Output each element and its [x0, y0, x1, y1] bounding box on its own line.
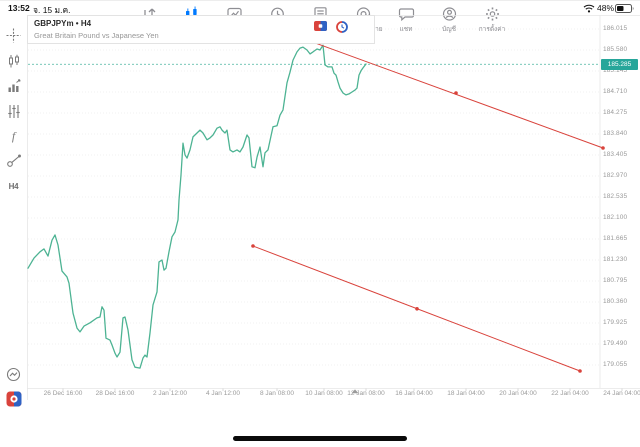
- price-axis-label: 183.405: [603, 151, 628, 158]
- date-axis-label: 20 Jan 04:00: [499, 390, 537, 397]
- battery-percent: 48%: [597, 3, 615, 13]
- quick-chart-icon[interactable]: [4, 366, 23, 382]
- price-axis-label: 186.015: [603, 25, 628, 32]
- crosshair-icon[interactable]: [4, 27, 23, 43]
- date-axis-label: 2 Jan 12:00: [153, 390, 187, 397]
- date-axis-label: 8 Jan 08:00: [260, 390, 294, 397]
- current-price-badge: 185.285: [601, 58, 638, 70]
- status-bar: 13:52 จ. 15 ม.ค. 48%: [0, 0, 640, 15]
- symbol-header-card[interactable]: GBPJPYm • H4 Great Britain Pound vs Japa…: [27, 15, 375, 44]
- app-logo-icon[interactable]: [4, 391, 23, 407]
- account-icon: [442, 7, 456, 21]
- price-axis-label: 180.360: [603, 298, 628, 305]
- chat-icon: [398, 8, 414, 22]
- chart-toolbar: f H4: [0, 15, 27, 407]
- price-axis-label: 179.925: [603, 319, 628, 326]
- price-axis-label: 184.275: [603, 109, 628, 116]
- price-axis-label: 182.535: [603, 193, 628, 200]
- price-axis-label: 180.795: [603, 277, 628, 284]
- symbol-description: Great Britain Pound vs Japanese Yen: [34, 31, 159, 40]
- price-axis-label: 185.580: [603, 46, 628, 53]
- home-indicator[interactable]: [233, 436, 407, 441]
- date-axis-label: 4 Jan 12:00: [206, 390, 240, 397]
- price-axis-label: 182.100: [603, 214, 628, 221]
- symbol-title: GBPJPYm • H4: [34, 19, 92, 28]
- battery-icon: [615, 3, 634, 13]
- date-axis-label: 24 Jan 04:00: [603, 390, 640, 397]
- price-axis-label: 179.490: [603, 340, 628, 347]
- date-axis-label: 16 Jan 04:00: [395, 390, 433, 397]
- tab-account[interactable]: บัญชี: [428, 6, 471, 34]
- price-axis-label: 183.840: [603, 130, 628, 137]
- tab-settings[interactable]: การตั้งค่า: [471, 6, 514, 34]
- price-axis-label: 184.710: [603, 88, 628, 95]
- timeframe-label: H4: [8, 181, 19, 191]
- price-axis-label: 181.230: [603, 256, 628, 263]
- price-axis-label: 179.055: [603, 361, 628, 368]
- date-axis-label: 12 Jan 08:00: [347, 390, 385, 397]
- objects-icon[interactable]: [4, 153, 23, 169]
- candles-icon[interactable]: [4, 53, 23, 69]
- date-axis-label: 10 Jan 08:00: [305, 390, 343, 397]
- sliders-icon[interactable]: [4, 103, 23, 119]
- flag-badge-icon[interactable]: [314, 21, 327, 31]
- clock-badge-icon[interactable]: [336, 21, 348, 33]
- date-axis-label: 28 Dec 16:00: [95, 390, 135, 397]
- status-time: 13:52: [8, 3, 30, 13]
- price-axis-label: 182.970: [603, 172, 628, 179]
- price-axis-label: 185.145: [603, 67, 628, 74]
- price-axis-label: 181.665: [603, 235, 628, 242]
- tab-chat[interactable]: แชท: [385, 6, 428, 34]
- settings-icon: [485, 7, 499, 21]
- indicators-f-icon[interactable]: f: [11, 128, 16, 143]
- wifi-icon: [583, 4, 595, 13]
- date-axis-label: 22 Jan 04:00: [551, 390, 589, 397]
- status-date: จ. 15 ม.ค.: [33, 5, 71, 15]
- last-bar-marker-icon: [351, 389, 359, 394]
- timeframe-button[interactable]: H4: [4, 178, 23, 194]
- date-axis-label: 18 Jan 04:00: [447, 390, 485, 397]
- volume-bars-icon[interactable]: [4, 78, 23, 94]
- date-axis-label: 26 Dec 16:00: [43, 390, 83, 397]
